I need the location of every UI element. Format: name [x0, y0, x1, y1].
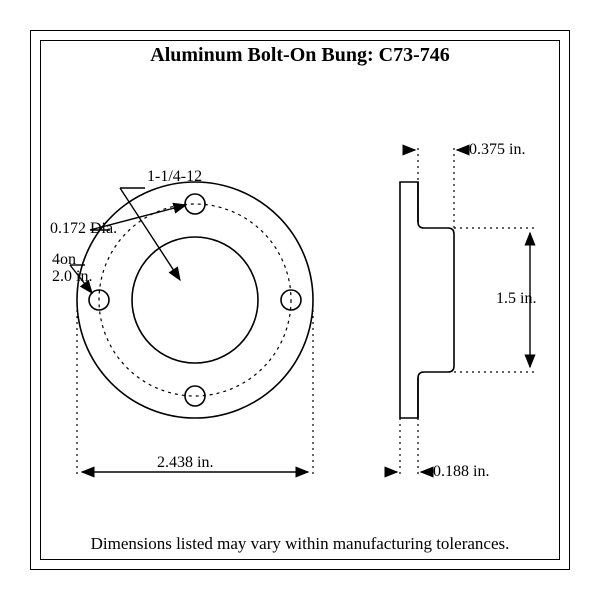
hub-len-dim: 0.375 in.	[469, 141, 525, 159]
bolt-pattern-line2: 2.0 in.	[52, 268, 92, 286]
flange-od-dim: 2.438 in.	[157, 454, 213, 472]
hole-dia-callout: 0.172 Dia.	[50, 220, 117, 238]
bolt-pattern-line1: 4on	[52, 251, 76, 269]
drawing-canvas: Aluminum Bolt-On Bung: C73-746	[0, 0, 600, 600]
hub-dia-dim: 1.5 in.	[496, 290, 536, 308]
flange-thk-dim: 0.188 in.	[433, 463, 489, 481]
thread-callout: 1-1/4-12	[147, 168, 202, 186]
side-view	[390, 144, 538, 478]
footnote-text: Dimensions listed may vary within manufa…	[40, 534, 560, 554]
